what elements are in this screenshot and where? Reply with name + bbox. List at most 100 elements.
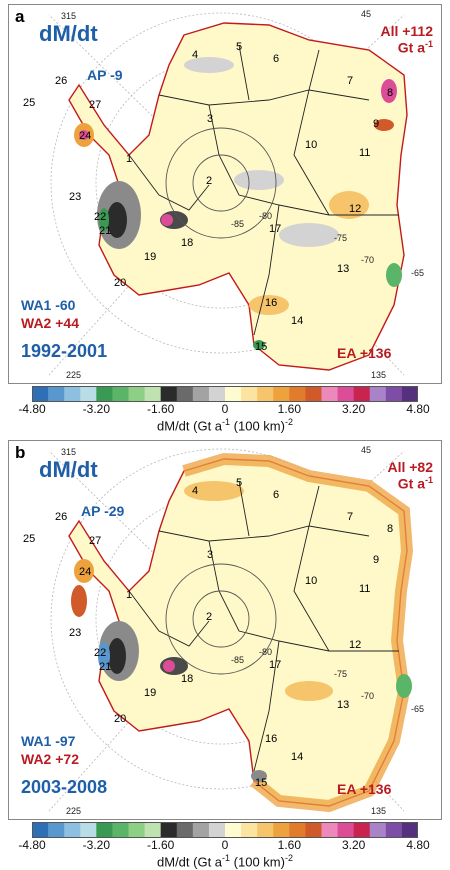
longitude-135: 135 [371,370,387,380]
colorbar-tick: -4.80 [18,402,46,416]
basin-label-16: 16 [265,733,278,745]
colorbar-swatch [305,822,322,838]
colorbar-swatches [32,822,419,838]
basin-label-4: 4 [192,49,199,61]
colorbar-tick: -3.20 [82,838,111,852]
colorbar-swatch [160,386,178,402]
colorbar-swatch [192,822,210,838]
colorbar-swatch [176,822,194,838]
latitude-label-65: -65 [411,268,425,278]
latitude-label-80: -80 [259,647,273,657]
basin-label-1: 1 [126,153,133,165]
basin-label-22: 22 [94,647,107,659]
total-unit: Gt a [397,39,425,56]
colorbar-tick: 4.80 [406,402,430,416]
basin-label-12: 12 [349,203,362,215]
basin-label-10: 10 [305,139,318,151]
ea-value: EA +136 [337,345,392,361]
basin-label-6: 6 [273,489,280,501]
colorbar-label-text: dM/dt (Gt a [157,854,223,870]
colorbar-tick: 3.20 [341,838,366,852]
colorbar-swatch [64,386,81,402]
colorbar-ticks: -4.80 -3.20 -1.60 0 1.60 3.20 4.80 [18,838,429,852]
colorbar-label-exp: -1 [222,417,231,427]
wa1-value: WA1 -97 [21,733,76,749]
colorbar-label-text: dM/dt (Gt a [157,418,223,434]
longitude-45: 45 [361,9,372,19]
wa2-value: WA2 +44 [21,315,79,331]
basin-label-26: 26 [55,511,68,523]
colorbar-swatch [96,822,113,838]
colorbar-swatch [337,386,355,402]
basin-label-24: 24 [79,566,92,578]
basin-label-20: 20 [114,713,127,725]
colorbar-label-tail-exp: -2 [284,417,293,427]
colorbar-tick: 3.20 [341,402,366,416]
basin-label-20: 20 [114,277,127,289]
basin-label-23: 23 [69,191,82,203]
latitude-label-80: -80 [259,211,273,221]
total-mass-change: All +112 Gt a-1 [380,23,433,56]
antarctica-map-b [48,448,414,813]
basin-label-2: 2 [206,175,213,187]
basin-label-17: 17 [269,223,282,235]
basin-label-13: 13 [337,699,350,711]
colorbar-swatch [144,386,162,402]
basin-label-21: 21 [99,661,112,673]
basin-label-27: 27 [89,99,102,111]
colorbar-swatch [257,386,274,402]
colorbar-swatch [385,386,403,402]
colorbar-swatch [48,822,65,838]
latitude-circles [165,563,277,675]
basin-label-22: 22 [94,211,107,223]
colorbar-label: dM/dt (Gt a-1 (100 km)-2 [32,853,418,869]
basin-label-3: 3 [207,549,214,561]
colorbar-swatch [32,386,49,402]
basin-label-26: 26 [55,75,68,87]
colorbar-swatch [80,822,97,838]
colorbar-swatch [289,822,306,838]
basin-label-5: 5 [236,41,243,53]
period-label: 1992-2001 [21,341,108,361]
colorbar-swatch [208,386,226,402]
latitude-label-70: -70 [361,691,375,701]
colorbar-swatch [112,386,129,402]
ap-value: AP -29 [81,503,125,519]
colorbar-swatch [96,386,113,402]
basin-label-15: 15 [255,341,268,353]
drainage-basin-lines [128,480,399,772]
latitude-label-85: -85 [231,655,245,665]
colorbar-swatch [401,822,419,838]
colorbar-border [32,822,418,838]
colorbar-swatch [289,386,306,402]
basin-label-7: 7 [347,75,354,87]
colorbar-tick: -4.80 [18,838,46,852]
colorbar-swatch [208,822,226,838]
colorbar-swatch [176,386,194,402]
panel-letter: a [15,7,25,26]
colorbar-swatch [321,822,339,838]
wa2-value: WA2 +72 [21,751,79,767]
basin-label-14: 14 [291,751,304,763]
colorbar-swatch [32,822,49,838]
colorbar-swatch [337,822,355,838]
colorbar-swatch [48,386,65,402]
colorbar-label-exp: -1 [222,853,231,863]
colorbar-swatch [401,386,419,402]
colorbar-swatch [257,822,274,838]
colorbar-swatch [353,386,371,402]
colorbar-tick: -1.60 [146,838,175,852]
ap-value: AP -9 [87,67,123,83]
basin-label-7: 7 [347,511,354,523]
basin-label-8: 8 [387,523,394,535]
basin-label-11: 11 [359,147,371,159]
basin-label-25: 25 [23,97,36,109]
basin-label-6: 6 [273,53,280,65]
colorbar-tick: -3.20 [82,402,111,416]
colorbar-swatches [32,386,419,402]
basin-label-15: 15 [255,777,268,789]
basin-label-2: 2 [206,611,213,623]
basin-label-13: 13 [337,263,350,275]
basin-label-10: 10 [305,575,318,587]
map-panel-b: b dM/dt 315 45 225 135 All +82 Gt a-1 AP… [8,440,442,820]
